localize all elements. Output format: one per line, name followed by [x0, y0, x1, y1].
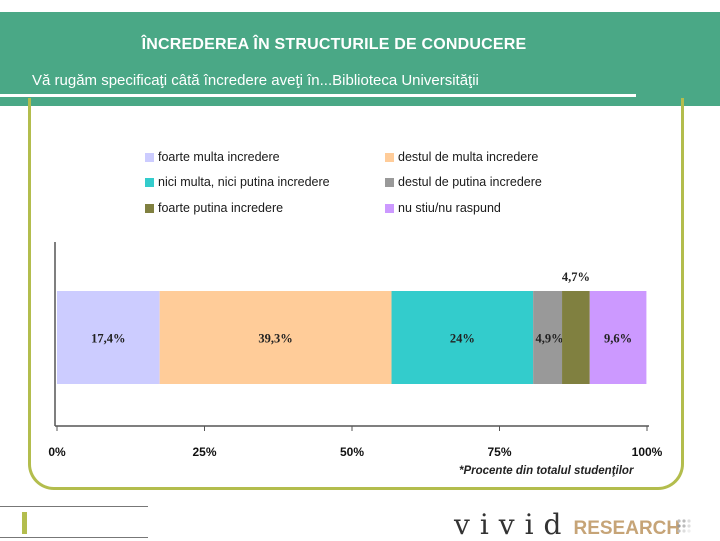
x-tick-label: 25% — [192, 445, 216, 459]
legend-label: foarte multa incredere — [158, 150, 280, 164]
x-tick-label: 0% — [48, 445, 66, 459]
legend-item: foarte putina incredere — [145, 201, 283, 215]
legend-swatch — [145, 177, 154, 187]
legend-label: nu stiu/nu raspund — [398, 201, 501, 215]
data-label: 17,4% — [91, 332, 125, 346]
legend-item: nici multa, nici putina incredere — [145, 175, 330, 189]
legend-item: foarte multa incredere — [145, 150, 280, 164]
bottom-left-box — [0, 506, 148, 538]
legend-swatch — [385, 177, 394, 187]
legend-label: nici multa, nici putina incredere — [158, 175, 330, 189]
page-title: ÎNCREDEREA ÎN STRUCTURILE DE CONDUCERE — [141, 36, 527, 53]
page-subtitle: Vă rugăm specificaţi câtă încredere aveţ… — [32, 72, 479, 89]
bottom-accent-bar — [22, 512, 27, 534]
legend-label: foarte putina incredere — [158, 201, 284, 215]
footnote: *Procente din totalul studenţilor — [459, 465, 634, 477]
chart-frame — [28, 98, 684, 490]
legend-item: destul de putina incredere — [385, 175, 542, 189]
data-label: 4,9% — [536, 332, 564, 346]
logo-dots-icon — [677, 519, 691, 533]
legend-swatch — [145, 152, 154, 162]
vivid-research-logo: vivid RESEARCH — [454, 508, 680, 541]
logo-suffix: RESEARCH — [573, 518, 681, 539]
legend-swatch — [385, 203, 394, 213]
legend-swatch — [145, 203, 154, 213]
x-tick-label: 50% — [340, 445, 364, 459]
data-label: 4,7% — [562, 270, 590, 284]
legend-item: destul de multa incredere — [385, 150, 538, 164]
header-divider — [0, 94, 636, 97]
data-label: 24% — [450, 332, 475, 346]
bar-segment — [589, 291, 647, 384]
bar-segment — [533, 291, 563, 384]
logo-brand: vivid — [454, 508, 572, 541]
bar-segment — [391, 291, 534, 384]
legend-item: nu stiu/nu raspund — [385, 201, 501, 215]
data-label: 9,6% — [604, 332, 632, 346]
legend-label: destul de putina incredere — [398, 175, 542, 189]
legend-swatch — [385, 152, 394, 162]
x-tick-label: 75% — [487, 445, 511, 459]
bar-segment — [562, 291, 590, 384]
legend-label: destul de multa incredere — [398, 150, 539, 164]
x-tick-label: 100% — [632, 445, 663, 459]
header-band — [0, 12, 720, 106]
bar-segment — [57, 291, 160, 384]
bar-segment — [159, 291, 392, 384]
data-label: 39,3% — [258, 332, 292, 346]
